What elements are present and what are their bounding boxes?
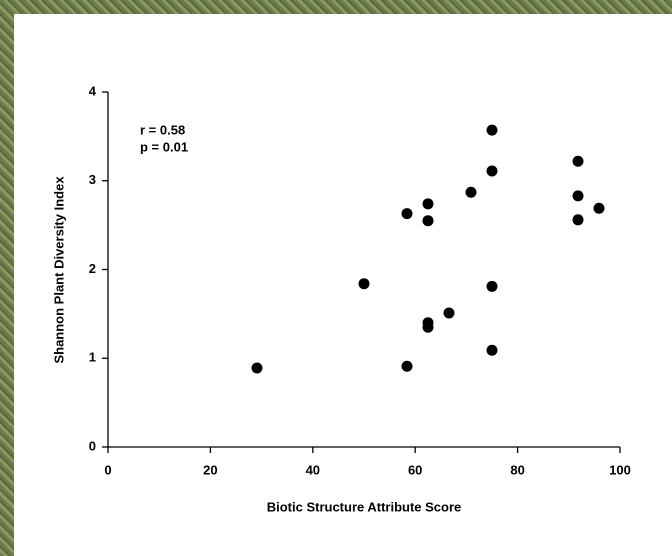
x-tick-label: 60 (408, 462, 422, 477)
y-tick-label: 2 (89, 261, 96, 276)
annotation: p = 0.01 (140, 139, 188, 154)
point (443, 307, 455, 319)
point (251, 362, 263, 374)
point (422, 321, 434, 333)
point (593, 202, 605, 214)
panel (14, 14, 672, 556)
point (401, 208, 413, 220)
point (572, 155, 584, 167)
y-tick-label: 0 (89, 438, 96, 453)
point (486, 344, 498, 356)
point (422, 215, 434, 227)
x-tick-label: 100 (609, 462, 631, 477)
point (358, 278, 370, 290)
x-tick-label: 80 (510, 462, 524, 477)
point (572, 214, 584, 226)
point (486, 280, 498, 292)
point (465, 186, 477, 198)
point (486, 124, 498, 136)
x-tick-label: 20 (203, 462, 217, 477)
x-tick-label: 40 (306, 462, 320, 477)
y-tick-label: 4 (89, 83, 97, 98)
x-tick-label: 0 (104, 462, 111, 477)
y-tick-label: 1 (89, 350, 96, 365)
y-axis-label: Shannon Plant Diversity Index (51, 176, 66, 364)
annotation: r = 0.58 (140, 122, 185, 137)
point (572, 190, 584, 202)
y-tick-label: 3 (89, 172, 96, 187)
x-axis-label: Biotic Structure Attribute Score (267, 499, 462, 514)
point (486, 165, 498, 177)
point (422, 198, 434, 210)
point (401, 360, 413, 372)
